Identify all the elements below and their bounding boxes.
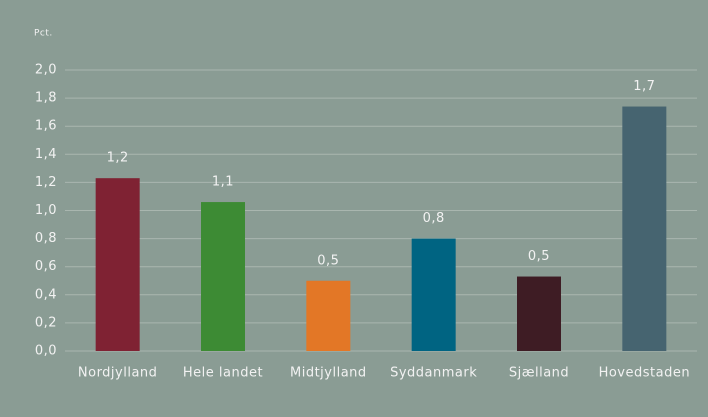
value-label: 0,5	[528, 249, 550, 264]
y-axis-label: Pct.	[34, 29, 53, 39]
x-tick-label: Nordjylland	[78, 366, 158, 381]
y-tick-label: 0,0	[35, 344, 57, 359]
value-label: 0,8	[423, 211, 445, 226]
x-tick-label: Midtjylland	[290, 366, 367, 381]
bar	[411, 238, 456, 351]
value-label: 0,5	[317, 253, 339, 268]
bar	[95, 178, 140, 351]
x-tick-label: Hovedstaden	[599, 366, 691, 381]
y-tick-label: 0,8	[35, 231, 57, 246]
value-label: 1,7	[633, 79, 655, 94]
bar	[517, 276, 561, 351]
bar	[201, 202, 245, 351]
y-tick-label: 1,4	[35, 147, 57, 162]
y-tick-label: 1,8	[35, 91, 57, 106]
y-tick-label: 0,6	[35, 259, 57, 274]
y-tick-label: 1,0	[35, 203, 57, 218]
x-tick-label: Syddanmark	[390, 366, 477, 381]
bar	[306, 280, 351, 351]
y-tick-label: 2,0	[35, 63, 57, 78]
bar	[622, 106, 667, 351]
y-tick-label: 0,4	[35, 287, 57, 302]
x-tick-label: Sjælland	[509, 366, 569, 381]
y-tick-label: 0,2	[35, 315, 57, 330]
y-tick-label: 1,2	[35, 175, 57, 190]
x-tick-label: Hele landet	[183, 366, 263, 381]
value-label: 1,1	[212, 175, 234, 190]
value-label: 1,2	[107, 151, 129, 166]
y-tick-label: 1,6	[35, 119, 57, 134]
